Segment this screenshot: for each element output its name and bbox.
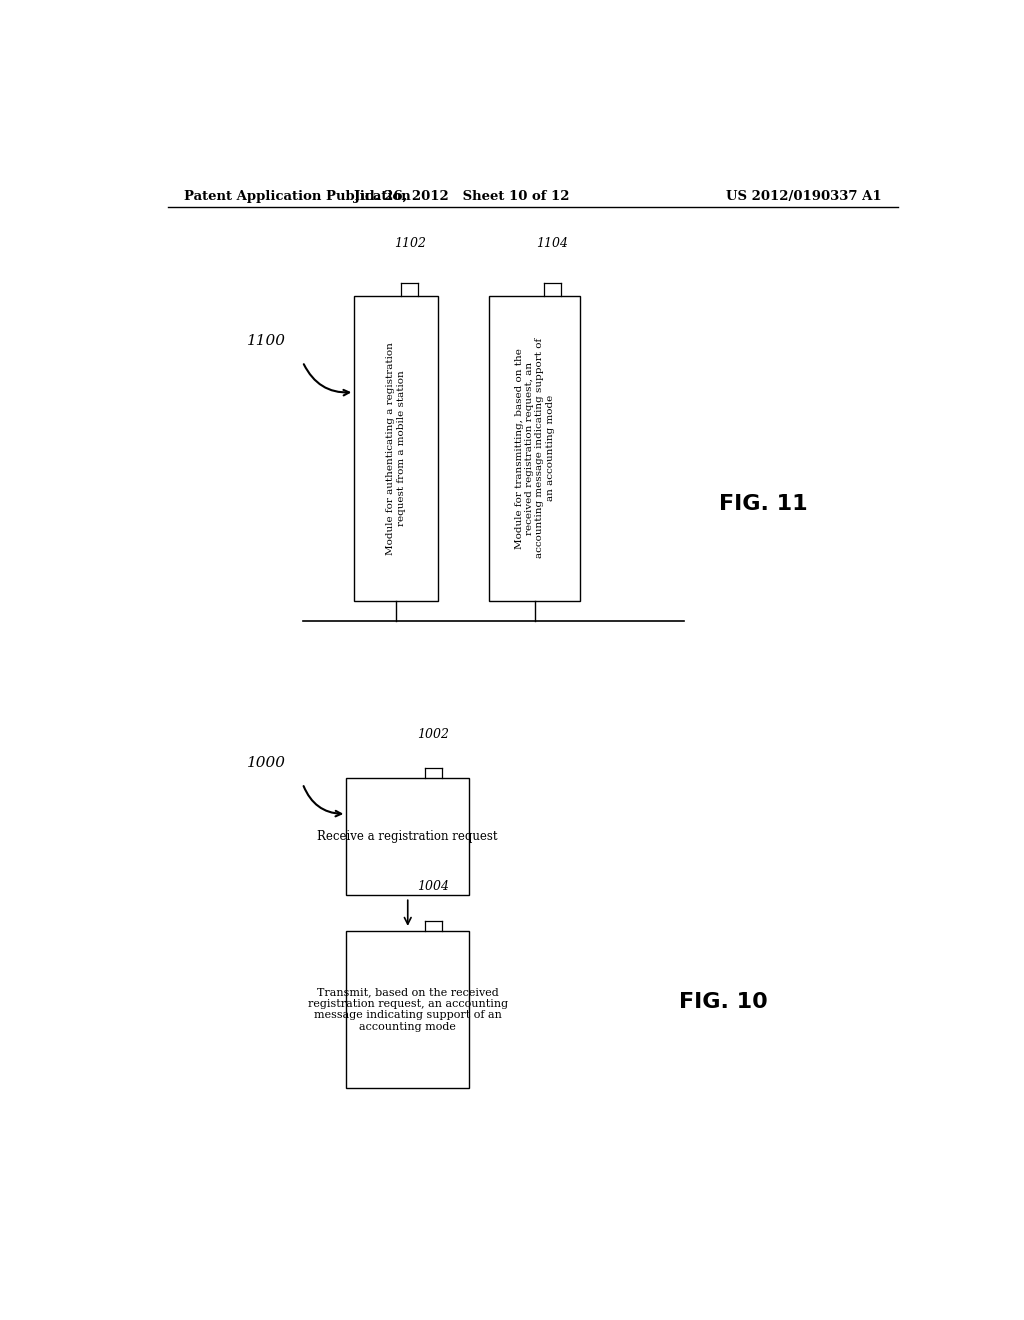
- Text: 1002: 1002: [418, 727, 450, 741]
- Text: FIG. 11: FIG. 11: [719, 494, 807, 513]
- Text: 1102: 1102: [393, 236, 426, 249]
- Text: Receive a registration request: Receive a registration request: [317, 830, 498, 843]
- Text: 1100: 1100: [248, 334, 287, 348]
- Bar: [346, 779, 469, 895]
- Text: Module for transmitting, based on the
received registration request, an
accounti: Module for transmitting, based on the re…: [515, 338, 555, 558]
- Text: FIG. 10: FIG. 10: [679, 993, 768, 1012]
- Text: 1000: 1000: [248, 756, 287, 770]
- Text: Patent Application Publication: Patent Application Publication: [183, 190, 411, 202]
- Text: Module for authenticating a registration
request from a mobile station: Module for authenticating a registration…: [386, 342, 406, 554]
- Text: Transmit, based on the received
registration request, an accounting
message indi: Transmit, based on the received registra…: [307, 987, 508, 1032]
- Text: US 2012/0190337 A1: US 2012/0190337 A1: [726, 190, 882, 202]
- Bar: [489, 296, 581, 601]
- Bar: [346, 931, 469, 1089]
- Bar: [354, 296, 437, 601]
- Text: 1104: 1104: [537, 236, 568, 249]
- Text: Jul. 26, 2012   Sheet 10 of 12: Jul. 26, 2012 Sheet 10 of 12: [353, 190, 569, 202]
- Text: 1004: 1004: [418, 880, 450, 894]
